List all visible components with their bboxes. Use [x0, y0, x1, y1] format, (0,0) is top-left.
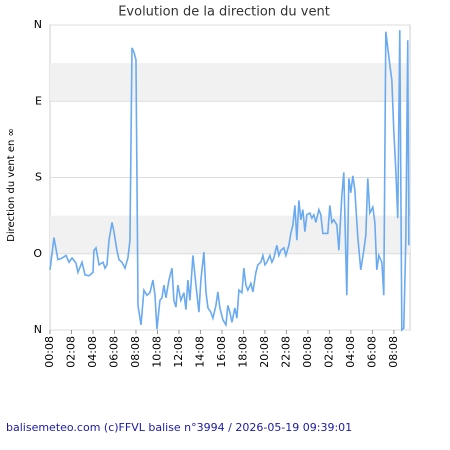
x-tick-label: 04:08 — [86, 336, 99, 368]
x-tick-label: 22:08 — [279, 336, 292, 368]
x-tick-label: 08:08 — [129, 336, 142, 368]
y-tick-label: N — [34, 323, 42, 336]
grid-band — [50, 215, 410, 254]
y-tick-label: S — [35, 171, 42, 184]
x-tick-label: 12:08 — [172, 336, 185, 368]
data-line — [49, 30, 410, 332]
y-axis-label: Direction du vent en ∞ — [6, 128, 17, 242]
y-tick-label: N — [34, 18, 42, 31]
x-tick-label: 14:08 — [193, 336, 206, 368]
y-tick-label: O — [33, 247, 42, 260]
x-tick-label: 02:08 — [64, 336, 77, 368]
footer: balisemeteo.com (c)FFVL balise n°3994 / … — [6, 421, 353, 434]
x-tick-label: 06:08 — [107, 336, 120, 368]
x-tick-label: 06:08 — [365, 336, 378, 368]
chart: Evolution de la direction du vent Direct… — [6, 5, 411, 368]
x-tick-label: 10:08 — [150, 336, 163, 368]
x-tick-label: 08:08 — [387, 336, 400, 368]
y-tick-label: E — [35, 94, 42, 107]
x-tick-label: 04:08 — [344, 336, 357, 368]
grid-band — [50, 63, 410, 102]
x-tick-label: 16:08 — [215, 336, 228, 368]
x-tick-label: 18:08 — [236, 336, 249, 368]
x-tick-label: 20:08 — [258, 336, 271, 368]
x-tick-label: 02:08 — [322, 336, 335, 368]
x-tick-label: 00:08 — [301, 336, 314, 368]
chart-title: Evolution de la direction du vent — [118, 5, 330, 20]
x-tick-label: 00:08 — [43, 336, 56, 368]
